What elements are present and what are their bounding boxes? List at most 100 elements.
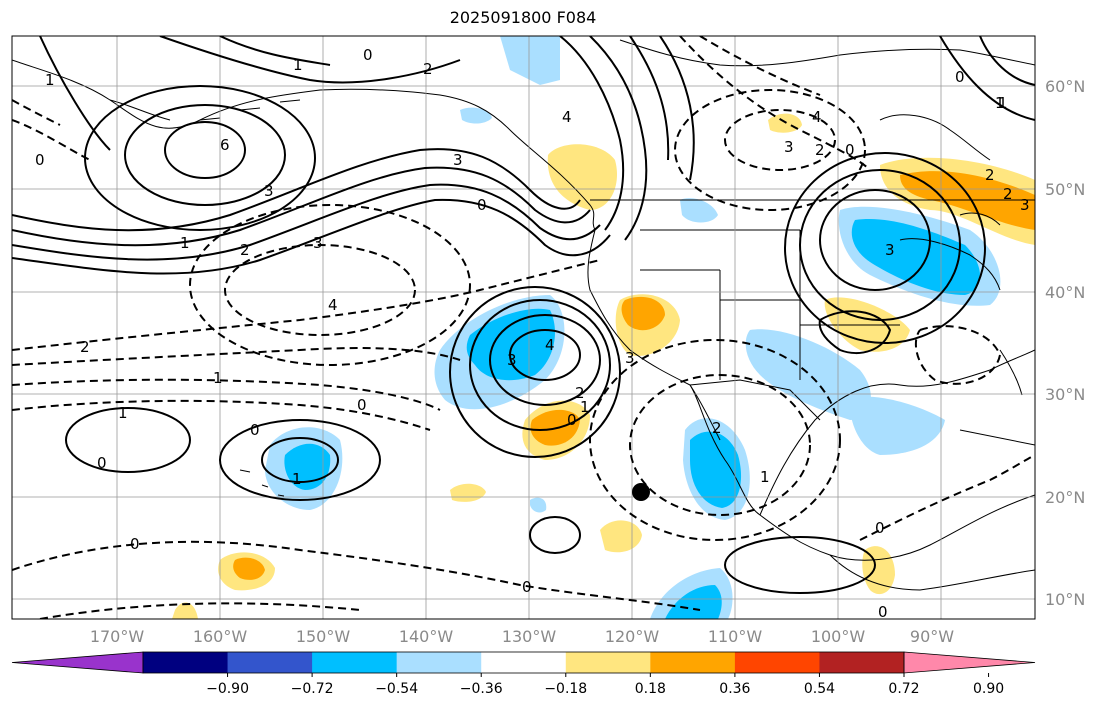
lon-axis: 170°W 160°W 150°W 140°W 130°W 120°W 110°… bbox=[90, 627, 954, 646]
contour-low-band bbox=[12, 259, 601, 351]
contour-label: 1 bbox=[580, 398, 590, 416]
contour-label: 2 bbox=[423, 60, 433, 78]
contour-label: 0 bbox=[130, 535, 140, 553]
contour-label: 1 bbox=[45, 71, 55, 89]
coastline-hudson bbox=[879, 114, 991, 161]
colorbar-extend-high bbox=[903, 651, 1036, 674]
lon-label: 90°W bbox=[910, 627, 954, 646]
shade-blue bbox=[665, 585, 722, 619]
lon-label: 170°W bbox=[90, 627, 145, 646]
lon-label: 100°W bbox=[811, 627, 866, 646]
contour-ne bbox=[939, 36, 1035, 121]
contour-low-west bbox=[12, 99, 91, 161]
lon-label: 120°W bbox=[605, 627, 660, 646]
lon-label: 130°W bbox=[502, 627, 557, 646]
contour-low-east bbox=[724, 109, 836, 171]
colorbar-label: −0.18 bbox=[544, 681, 587, 697]
contour-label: 4 bbox=[545, 336, 555, 354]
contour-high-east bbox=[819, 189, 931, 291]
lon-label: 140°W bbox=[399, 627, 454, 646]
lat-label: 20°N bbox=[1045, 488, 1085, 507]
negative-contours bbox=[12, 36, 1035, 619]
contour-label: 1 bbox=[293, 56, 303, 74]
colorbar: −0.90 −0.72 −0.54 −0.36 −0.18 0.18 0.36 0.54 0.7… bbox=[11, 651, 1036, 697]
colorbar-label: 0.90 bbox=[973, 681, 1004, 697]
contour-upper bbox=[39, 36, 461, 151]
colorbar-label: −0.54 bbox=[375, 681, 418, 697]
contour-label: 3 bbox=[264, 182, 274, 200]
contour-low-east bbox=[679, 36, 871, 171]
lat-axis: 60°N 50°N 40°N 30°N 20°N 10°N bbox=[1045, 77, 1085, 609]
colorbar-segment bbox=[481, 652, 567, 673]
colorbar-segment bbox=[650, 652, 736, 673]
colorbar-label: −0.72 bbox=[291, 681, 334, 697]
shade-blue bbox=[851, 219, 980, 295]
lon-label: 160°W bbox=[193, 627, 248, 646]
colorbar-extend-low bbox=[11, 651, 144, 674]
contour-label: 1 bbox=[118, 404, 128, 422]
contour-small-high bbox=[724, 536, 876, 594]
contour-label: 3 bbox=[784, 138, 794, 156]
contour-low bbox=[189, 204, 471, 366]
contour-label: 0 bbox=[522, 578, 532, 596]
coastline-greatlakes bbox=[899, 212, 1001, 291]
colorbar-label: −0.90 bbox=[206, 681, 249, 697]
shade-orange bbox=[621, 296, 665, 331]
contour-label: 0 bbox=[477, 196, 487, 214]
colorbar-segment bbox=[312, 652, 398, 673]
contour-label: 0 bbox=[567, 411, 577, 429]
coastline-aleutians bbox=[109, 99, 301, 121]
contour-small-high bbox=[219, 419, 381, 501]
colorbar-segment bbox=[143, 652, 229, 673]
coastline-westcoast bbox=[587, 229, 721, 441]
lat-label: 10°N bbox=[1045, 590, 1085, 609]
lat-label: 40°N bbox=[1045, 283, 1085, 302]
shade-blue bbox=[690, 431, 742, 508]
contour-low-south bbox=[39, 602, 361, 619]
border-us-mexico bbox=[689, 379, 821, 421]
colorbar-segment bbox=[734, 652, 820, 673]
contour-low-band bbox=[12, 399, 431, 431]
colorbar-label: 0.36 bbox=[719, 681, 750, 697]
shade-blue bbox=[500, 36, 560, 85]
contour-label: 0 bbox=[97, 454, 107, 472]
contour-low-right bbox=[859, 454, 1035, 541]
contour-label: 0 bbox=[357, 396, 367, 414]
contour-high bbox=[124, 104, 286, 206]
contour-high-pacific bbox=[449, 286, 621, 458]
contour-label: 1 bbox=[995, 94, 1005, 112]
shade-blue bbox=[849, 396, 945, 455]
contour-high-east bbox=[784, 152, 986, 344]
coastline-hawaii bbox=[239, 469, 285, 497]
shade-yellow bbox=[547, 144, 618, 210]
contour-low-band bbox=[12, 347, 461, 366]
shade-yellow bbox=[600, 520, 642, 553]
contour-label: 2 bbox=[575, 384, 585, 402]
contour-label: 1 bbox=[998, 94, 1008, 112]
plot-frame bbox=[11, 35, 1036, 620]
contour-band bbox=[12, 198, 611, 275]
lat-label: 60°N bbox=[1045, 77, 1085, 96]
contour-label: 0 bbox=[875, 519, 885, 537]
shade-yellow bbox=[768, 113, 802, 133]
lat-label: 30°N bbox=[1045, 385, 1085, 404]
contour-low-mexico bbox=[629, 374, 811, 516]
contour-high-east bbox=[799, 169, 961, 321]
contour-small-high bbox=[65, 407, 191, 473]
contour-low bbox=[224, 244, 416, 336]
coastline-arctic bbox=[619, 39, 1035, 67]
contour-label: 0 bbox=[955, 68, 965, 86]
coastline-florida bbox=[999, 349, 1023, 396]
shade-orange bbox=[233, 557, 265, 580]
coastline-mexico-pacific bbox=[829, 554, 1035, 591]
contour-high-pacific bbox=[469, 299, 611, 431]
contour-label: 4 bbox=[562, 108, 572, 126]
contour-label: 0 bbox=[35, 151, 45, 169]
contour-band bbox=[12, 148, 581, 232]
contour-label: 1 bbox=[180, 234, 190, 252]
contour-label: 3 bbox=[313, 234, 323, 252]
contour-label: 3 bbox=[507, 351, 517, 369]
contour-label: 2 bbox=[1003, 185, 1013, 203]
contour-label: 3 bbox=[625, 349, 635, 367]
colorbar-border bbox=[142, 651, 905, 674]
